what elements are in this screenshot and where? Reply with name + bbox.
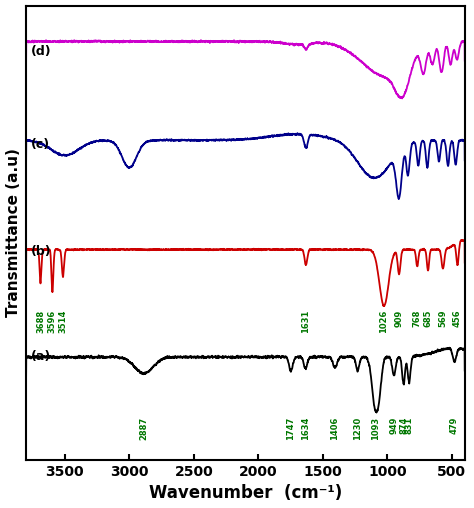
Text: (d): (d) — [31, 45, 52, 57]
Text: 1406: 1406 — [330, 417, 339, 440]
Text: 949: 949 — [390, 417, 399, 434]
Text: 3514: 3514 — [58, 310, 67, 333]
Text: 2887: 2887 — [139, 417, 148, 440]
Text: 685: 685 — [423, 310, 432, 327]
Text: 1631: 1631 — [301, 310, 310, 333]
Text: 569: 569 — [438, 310, 447, 327]
Text: 456: 456 — [453, 310, 462, 327]
Text: 768: 768 — [413, 310, 422, 327]
Text: 1026: 1026 — [380, 310, 389, 333]
Text: 3596: 3596 — [48, 310, 57, 333]
Text: 3688: 3688 — [36, 310, 45, 333]
Text: 831: 831 — [405, 417, 414, 434]
Text: (a): (a) — [31, 350, 52, 363]
Y-axis label: Transmittance (a.u): Transmittance (a.u) — [6, 148, 20, 317]
Text: 1634: 1634 — [301, 417, 310, 440]
Text: 1093: 1093 — [371, 417, 380, 440]
X-axis label: Wavenumber  (cm⁻¹): Wavenumber (cm⁻¹) — [149, 485, 342, 502]
Text: 1747: 1747 — [286, 417, 295, 440]
Text: 479: 479 — [450, 417, 459, 434]
Text: (c): (c) — [31, 138, 50, 151]
Text: 1230: 1230 — [353, 417, 362, 440]
Text: (b): (b) — [31, 245, 52, 258]
Text: 909: 909 — [394, 310, 403, 327]
Text: 874: 874 — [399, 417, 408, 434]
